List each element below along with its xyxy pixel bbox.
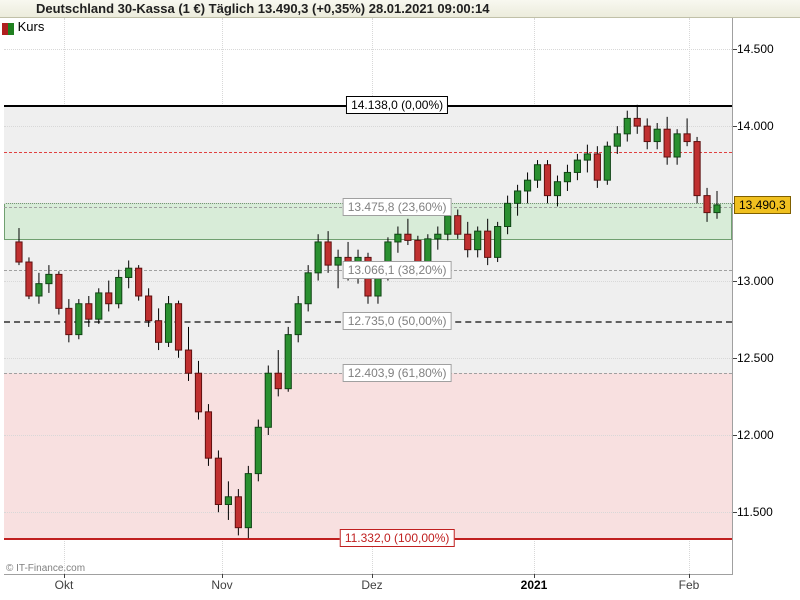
- y-tick-label: 14.500: [737, 42, 774, 56]
- x-axis: Okt Nov Dez 2021 Feb: [4, 576, 732, 596]
- x-tick-label: Nov: [211, 578, 232, 592]
- fib-level-label: 13.475,8 (23,60%): [343, 198, 452, 216]
- y-axis: 11.50012.00012.50013.00013.50014.00014.5…: [733, 18, 800, 574]
- y-tick-label: 13.000: [737, 274, 774, 288]
- y-tick-label: 12.500: [737, 351, 774, 365]
- fib-level-label: 12.403,9 (61,80%): [343, 364, 452, 382]
- x-tick-label: 2021: [521, 578, 548, 592]
- plot-area[interactable]: 14.138,0 (0,00%) 11.332,0 (100,00%) 13.475…: [4, 18, 733, 575]
- fib-level-label: 13.066,1 (38,20%): [343, 261, 452, 279]
- copyright: © IT-Finance.com: [6, 563, 85, 574]
- fib-level-label: 14.138,0 (0,00%): [346, 96, 448, 114]
- chart-container: DEMO Deutschland 30-Kassa (1 €) Täglich …: [0, 0, 800, 600]
- fib-level-label: 11.332,0 (100,00%): [340, 529, 455, 547]
- fib-level-label: 12.735,0 (50,00%): [343, 312, 452, 330]
- current-price-marker: 13.490,3: [734, 196, 791, 214]
- y-tick-label: 11.500: [737, 505, 773, 519]
- y-tick-label: 14.000: [737, 119, 774, 133]
- x-tick-label: Feb: [679, 578, 700, 592]
- x-tick-label: Dez: [361, 578, 382, 592]
- y-tick-label: 12.000: [737, 428, 774, 442]
- x-tick-label: Okt: [55, 578, 74, 592]
- chart-title: Deutschland 30-Kassa (1 €) Täglich 13.49…: [0, 0, 800, 18]
